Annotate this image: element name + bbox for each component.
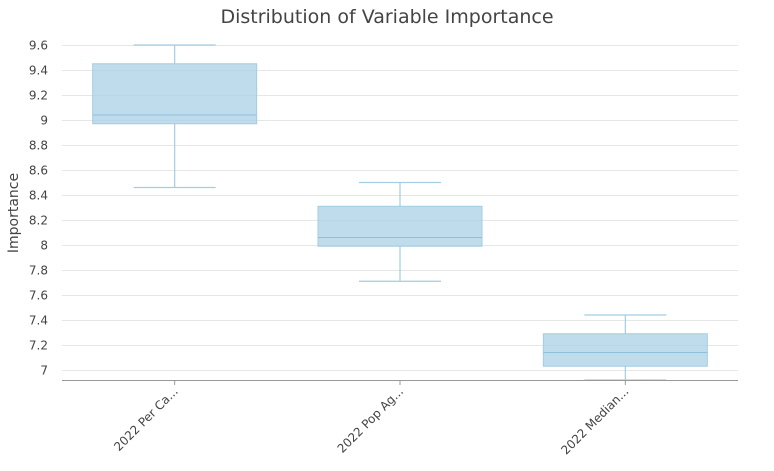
x-tick-label: 2022 Pop Ag... (335, 384, 407, 456)
y-tick-label: 8.6 (29, 164, 48, 178)
y-tick-label: 7 (40, 364, 48, 378)
x-axis (62, 380, 738, 385)
iqr-box (317, 205, 483, 247)
y-tick-label: 9.2 (29, 89, 48, 103)
y-tick-label: 7.6 (29, 289, 48, 303)
y-tick-label: 9.6 (29, 39, 48, 53)
chart-title: Distribution of Variable Importance (220, 6, 553, 28)
box-item (317, 181, 483, 282)
x-tick-label: 2022 Median... (558, 384, 631, 457)
y-tick-label: 8 (40, 239, 48, 253)
x-tick-label: 2022 Per Ca... (111, 384, 181, 454)
box-item (542, 314, 708, 381)
y-tick-label: 7.4 (29, 314, 48, 328)
iqr-box (92, 63, 258, 125)
y-tick-labels: 7 7.2 7.4 7.6 7.8 8 8.2 8.4 8.6 8.8 9 9.2 9.4 9.6 (29, 39, 48, 378)
y-tick-label: 7.8 (29, 264, 48, 278)
y-tick-label: 9.4 (29, 64, 48, 78)
box-series (92, 44, 708, 381)
box-item (92, 44, 258, 189)
y-tick-label: 8.8 (29, 139, 48, 153)
x-tick-labels: 2022 Per Ca... 2022 Pop Ag... 2022 Median.… (111, 384, 631, 457)
y-axis-label: Importance (6, 173, 22, 253)
y-tick-label: 7.2 (29, 339, 48, 353)
y-tick-label: 8.4 (29, 189, 48, 203)
y-tick-label: 8.2 (29, 214, 48, 228)
iqr-box (542, 333, 708, 367)
y-tick-label: 9 (40, 114, 48, 128)
